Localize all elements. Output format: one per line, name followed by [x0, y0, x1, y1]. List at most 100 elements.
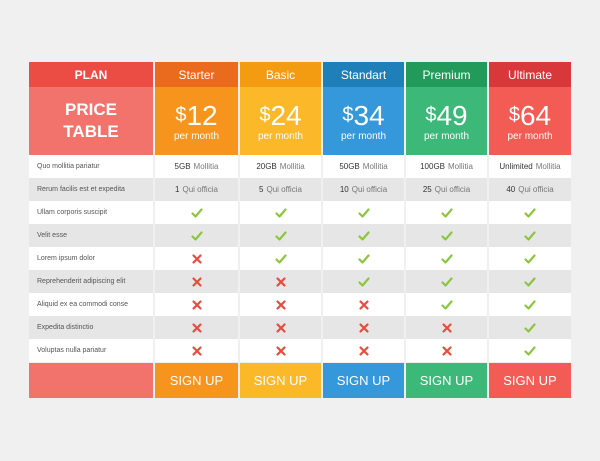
check-icon	[440, 230, 453, 241]
cross-icon	[191, 299, 202, 310]
cross-icon	[358, 322, 369, 333]
plan-name: Basic	[240, 62, 321, 87]
feature-cell	[155, 224, 238, 247]
check-icon	[524, 276, 536, 287]
price-value: 64	[519, 99, 552, 131]
feature-cell	[240, 224, 321, 247]
feature-row: Ullam corporis suscipit	[29, 201, 153, 224]
cross-icon	[191, 276, 202, 287]
feature-row: Lorem ipsum dolor	[29, 247, 153, 270]
feature-cell	[406, 224, 487, 247]
cross-icon	[358, 345, 369, 356]
plan-price: $24 per month	[240, 87, 321, 155]
pricing-table: PLAN PRICE TABLE Quo mollitia pariatur R…	[29, 62, 571, 398]
plan-price: $64 per month	[489, 87, 571, 155]
feature-cell	[323, 339, 404, 362]
currency-symbol: $	[259, 103, 271, 126]
feature-cell	[155, 316, 238, 339]
feature-cell	[155, 293, 238, 316]
check-icon	[440, 299, 453, 310]
cross-icon	[358, 299, 369, 310]
feature-cell	[489, 224, 571, 247]
plan-card-premium: Premium $49 per month 100GB Mollitia 25 Qu…	[406, 62, 487, 398]
price-value: 34	[353, 99, 385, 131]
price-table-line1: PRICE	[65, 100, 117, 119]
feature-cell	[406, 293, 487, 316]
plan-header: PLAN	[29, 62, 153, 87]
signup-button-starter[interactable]: SIGN UP	[155, 363, 238, 398]
currency-symbol: $	[175, 103, 187, 126]
feature-cell	[240, 293, 321, 316]
feature-label: Aliquid ex ea commodi conse	[37, 301, 129, 308]
signup-button-ultimate[interactable]: SIGN UP	[489, 363, 571, 398]
check-icon	[524, 299, 536, 310]
signup-button-basic[interactable]: SIGN UP	[240, 363, 321, 398]
price-table-label: PRICE TABLE	[29, 87, 153, 155]
feature-cell	[155, 201, 238, 224]
feature-label: Lorem ipsum dolor	[37, 255, 95, 262]
check-icon	[524, 253, 536, 264]
cross-icon	[191, 345, 202, 356]
cross-icon	[191, 322, 202, 333]
feature-cell	[489, 247, 571, 270]
feature-cell	[155, 247, 238, 270]
check-icon	[190, 207, 203, 218]
feature-row: Expedita distinctio	[29, 316, 153, 339]
feature-cell	[489, 270, 571, 293]
plan-card-ultimate: Ultimate $64 per month Unlimited Mollitia…	[489, 62, 571, 398]
feature-cell	[323, 316, 404, 339]
feature-cell	[155, 270, 238, 293]
feature-cell	[406, 316, 487, 339]
feature-label: Rerum facilis est et expedita	[37, 186, 125, 193]
price-period: per month	[507, 130, 553, 142]
currency-symbol: $	[342, 103, 354, 126]
feature-cell	[323, 201, 404, 224]
check-icon	[440, 276, 453, 287]
plan-name: Standart	[323, 62, 404, 87]
feature-label: Voluptas nulla pariatur	[37, 347, 107, 354]
price-period: per month	[257, 130, 304, 142]
feature-row: Aliquid ex ea commodi conse	[29, 293, 153, 316]
feature-cell	[406, 270, 487, 293]
cross-icon	[275, 299, 286, 310]
price-table-line2: TABLE	[63, 122, 119, 141]
feature-cell	[240, 201, 321, 224]
cross-icon	[275, 276, 286, 287]
check-icon	[524, 345, 536, 356]
plan-footer	[29, 363, 153, 398]
storage-cell: Unlimited Mollitia	[489, 155, 571, 178]
signup-button-standart[interactable]: SIGN UP	[323, 363, 404, 398]
price-value: 49	[436, 99, 468, 131]
feature-row: Quo mollitia pariatur	[29, 155, 153, 178]
feature-cell	[489, 316, 571, 339]
feature-row: Reprehenderit adipiscing elit	[29, 270, 153, 293]
check-icon	[524, 322, 536, 333]
plan-price: $49 per month	[406, 87, 487, 155]
feature-cell	[240, 270, 321, 293]
price-period: per month	[173, 130, 220, 142]
signup-button-premium[interactable]: SIGN UP	[406, 363, 487, 398]
storage-cell: 20GB Mollitia	[240, 155, 321, 178]
feature-list: Quo mollitia pariatur Rerum facilis est …	[29, 155, 153, 363]
plan-card-basic: Basic $24 per month 20GB Mollitia 5 Qui of…	[240, 62, 321, 398]
plan-name: Ultimate	[489, 62, 571, 87]
check-icon	[190, 230, 203, 241]
feature-cell	[240, 339, 321, 362]
plan-price: $34 per month	[323, 87, 404, 155]
check-icon	[357, 207, 370, 218]
currency-symbol: $	[425, 103, 437, 126]
feature-cell	[240, 247, 321, 270]
feature-label: Ullam corporis suscipit	[37, 209, 108, 216]
feature-cell	[323, 247, 404, 270]
check-icon	[274, 207, 287, 218]
feature-cell	[489, 201, 571, 224]
check-icon	[440, 207, 453, 218]
feature-cell	[406, 247, 487, 270]
plan-column: PLAN PRICE TABLE Quo mollitia pariatur R…	[29, 62, 153, 398]
cross-icon	[441, 322, 452, 333]
feature-cell	[489, 339, 571, 362]
feature-row: Velit esse	[29, 224, 153, 247]
feature-cell	[406, 201, 487, 224]
cross-icon	[441, 345, 452, 356]
feature-cell	[406, 339, 487, 362]
